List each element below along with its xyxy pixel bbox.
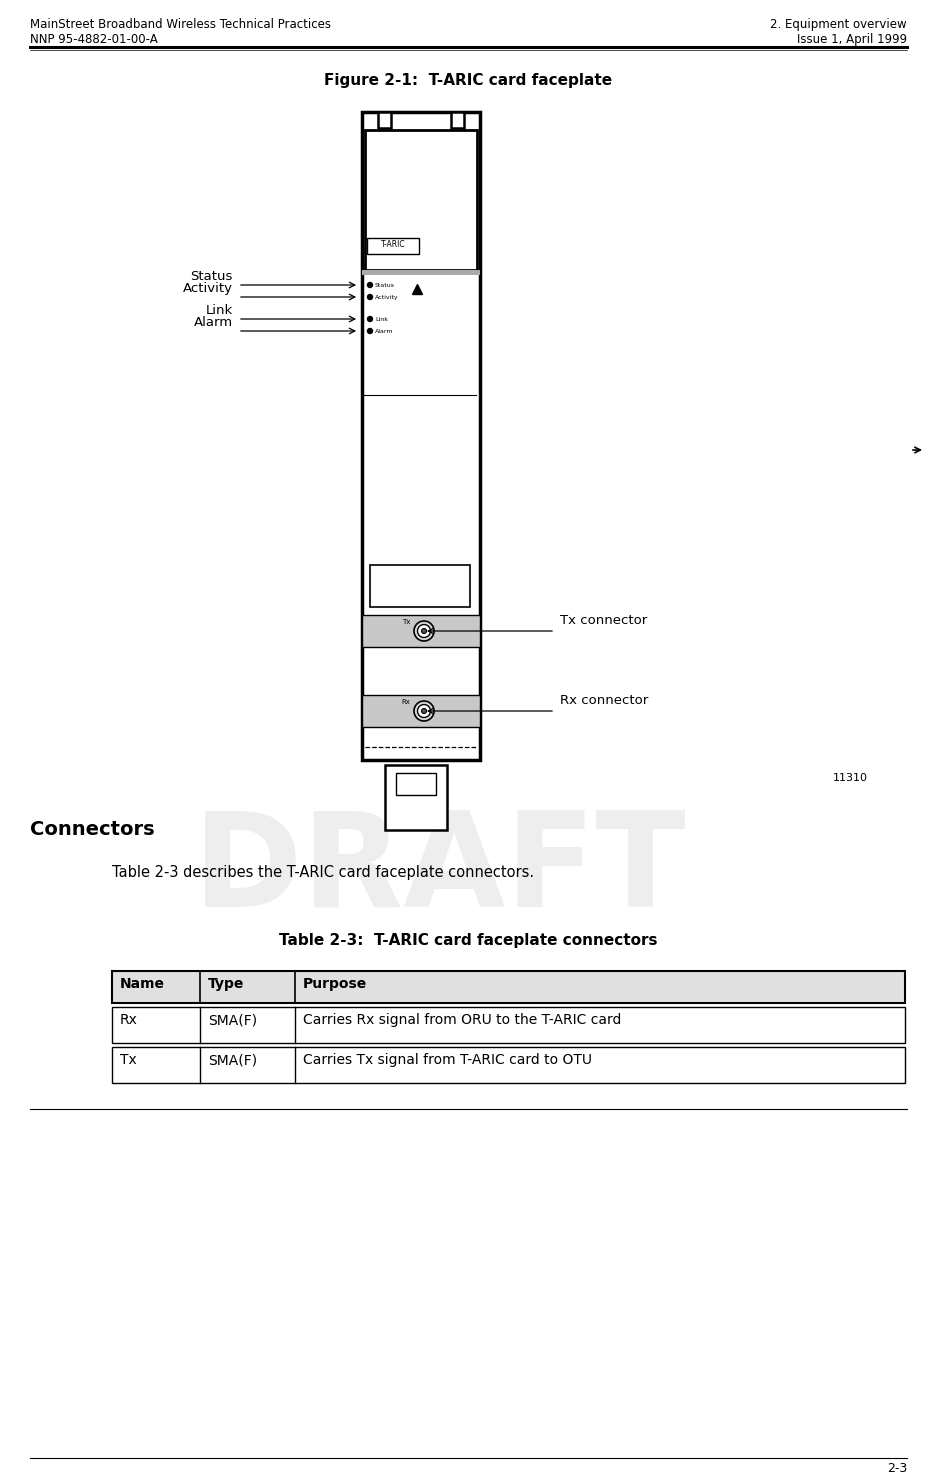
Text: DRAFT: DRAFT — [193, 806, 686, 933]
Text: Link: Link — [374, 317, 388, 322]
Text: Status: Status — [374, 283, 395, 288]
Bar — [361, 695, 479, 728]
Text: Connectors: Connectors — [30, 821, 154, 838]
Bar — [112, 971, 904, 1004]
Text: Rx: Rx — [120, 1013, 138, 1027]
Text: 2-3: 2-3 — [885, 1463, 906, 1475]
Text: Issue 1, April 1999: Issue 1, April 1999 — [796, 32, 906, 46]
Text: MainStreet Broadband Wireless Technical Practices: MainStreet Broadband Wireless Technical … — [30, 18, 330, 31]
Circle shape — [367, 295, 373, 300]
Text: Carries Rx signal from ORU to the T-ARIC card: Carries Rx signal from ORU to the T-ARIC… — [302, 1013, 621, 1027]
Text: Link: Link — [206, 304, 233, 317]
Bar — [365, 130, 476, 270]
Text: Name: Name — [120, 977, 165, 990]
Text: SMA(F): SMA(F) — [208, 1052, 256, 1067]
Text: Rx: Rx — [401, 700, 410, 706]
Text: 2. Equipment overview: 2. Equipment overview — [769, 18, 906, 31]
Text: Type: Type — [208, 977, 244, 990]
Text: Table 2-3 describes the T-ARIC card faceplate connectors.: Table 2-3 describes the T-ARIC card face… — [112, 865, 534, 880]
Text: Purpose: Purpose — [302, 977, 367, 990]
Text: Carries Tx signal from T-ARIC card to OTU: Carries Tx signal from T-ARIC card to OT… — [302, 1052, 592, 1067]
Bar — [385, 765, 446, 830]
Circle shape — [417, 624, 430, 638]
Circle shape — [414, 621, 433, 641]
Text: Alarm: Alarm — [194, 316, 233, 329]
Text: Tx: Tx — [402, 618, 410, 624]
Circle shape — [367, 329, 373, 334]
Circle shape — [367, 316, 373, 322]
Circle shape — [421, 708, 426, 713]
Bar — [112, 1007, 904, 1044]
Text: Activity: Activity — [183, 282, 233, 295]
Bar — [361, 615, 479, 646]
Bar — [112, 971, 904, 1004]
Bar — [396, 773, 435, 796]
Text: Tx connector: Tx connector — [560, 614, 647, 627]
Text: SMA(F): SMA(F) — [208, 1013, 256, 1027]
Circle shape — [417, 704, 430, 717]
Bar — [367, 238, 418, 254]
Text: Tx: Tx — [120, 1052, 137, 1067]
Circle shape — [367, 282, 373, 288]
Bar — [370, 565, 470, 607]
Bar — [112, 1046, 904, 1083]
Bar — [361, 695, 479, 728]
Text: Rx connector: Rx connector — [560, 694, 648, 707]
Bar — [361, 270, 479, 275]
Bar — [377, 112, 390, 128]
Bar — [361, 112, 479, 760]
Text: Table 2-3:  T-ARIC card faceplate connectors: Table 2-3: T-ARIC card faceplate connect… — [278, 933, 656, 948]
Circle shape — [414, 701, 433, 720]
Text: NNP 95-4882-01-00-A: NNP 95-4882-01-00-A — [30, 32, 157, 46]
Text: T-ARIC: T-ARIC — [380, 241, 405, 249]
Text: 11310: 11310 — [832, 773, 867, 782]
Text: Status: Status — [190, 270, 233, 283]
Text: Activity: Activity — [374, 295, 398, 300]
Text: Figure 2-1:  T-ARIC card faceplate: Figure 2-1: T-ARIC card faceplate — [324, 72, 611, 89]
Bar — [361, 615, 479, 646]
Bar — [450, 112, 463, 128]
Circle shape — [421, 629, 426, 633]
Text: Alarm: Alarm — [374, 329, 393, 334]
